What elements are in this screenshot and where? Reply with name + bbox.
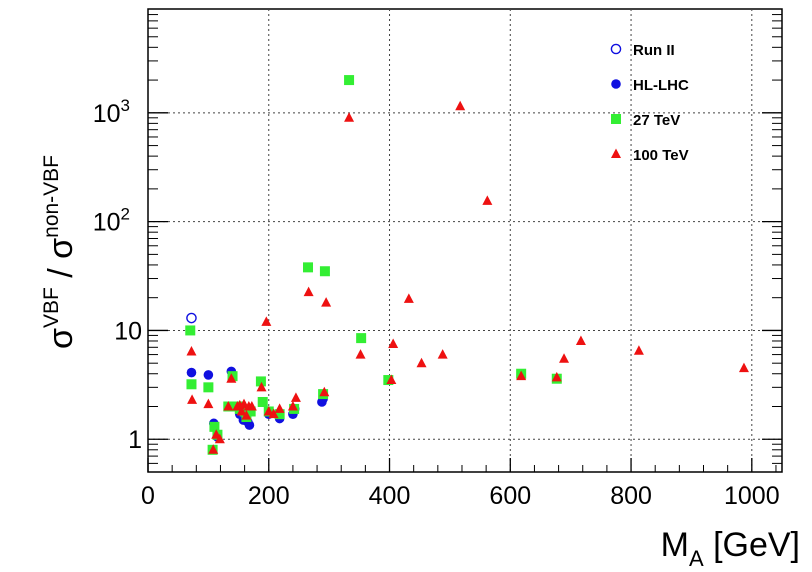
data-point <box>186 312 197 324</box>
x-tick-label: 0 <box>141 482 155 510</box>
data-point <box>303 262 314 273</box>
data-point <box>261 316 272 326</box>
data-point <box>257 396 268 407</box>
data-point <box>482 195 493 205</box>
y-tick-label: 10 <box>114 317 142 345</box>
data-point <box>738 362 749 373</box>
y-tick-label: 1 <box>128 426 142 454</box>
legend-marker <box>611 148 621 158</box>
series-27-tev <box>185 75 562 455</box>
data-point <box>551 371 562 382</box>
legend: Run II HL-LHC 27 TeV 100 TeV <box>610 42 689 164</box>
x-axis-title: MA [GeV] <box>661 526 800 571</box>
legend-marker <box>611 79 621 89</box>
data-point <box>388 338 399 349</box>
data-point <box>455 100 466 111</box>
data-point <box>386 374 397 385</box>
axis-ticks <box>147 8 782 473</box>
legend-label: 27 TeV <box>633 112 680 129</box>
data-point <box>241 410 252 420</box>
data-point <box>416 357 427 368</box>
data-point <box>203 398 214 409</box>
legend-label: Run II <box>633 42 675 59</box>
data-point <box>223 400 234 411</box>
data-point <box>437 349 448 359</box>
data-point <box>236 405 247 416</box>
legend-marker <box>610 43 622 55</box>
data-point <box>245 406 256 417</box>
data-point <box>209 421 220 432</box>
data-point <box>203 382 214 393</box>
data-point <box>290 392 301 402</box>
data-point <box>268 408 279 419</box>
y-tick-label: 103 <box>93 96 130 128</box>
data-point <box>355 349 366 359</box>
series-run-ii <box>186 312 197 324</box>
data-point <box>516 370 527 381</box>
data-point <box>356 333 367 344</box>
data-point <box>321 297 332 307</box>
data-points <box>185 75 749 455</box>
data-point <box>186 367 197 378</box>
grid <box>148 9 782 472</box>
data-point <box>226 373 237 383</box>
y-tick-label: 102 <box>93 205 130 237</box>
data-point <box>633 345 644 355</box>
data-point <box>303 286 314 297</box>
data-point <box>246 400 257 411</box>
data-point <box>244 420 255 430</box>
data-point <box>319 386 330 397</box>
tick-labels: 0 200 400 600 800 1000 1 10 102 103 <box>93 96 780 510</box>
data-point <box>575 335 586 345</box>
data-point <box>344 75 355 86</box>
data-point <box>239 406 250 417</box>
data-point <box>208 444 219 454</box>
data-point <box>186 346 197 356</box>
data-point <box>319 266 330 277</box>
legend-marker <box>611 114 621 124</box>
legend-label: HL-LHC <box>633 77 689 94</box>
x-tick-label: 600 <box>489 482 531 510</box>
data-point <box>274 409 285 420</box>
data-point <box>344 112 355 122</box>
data-point <box>274 403 285 413</box>
data-point <box>214 433 225 444</box>
data-point <box>203 370 214 380</box>
series-100-tev <box>186 100 749 454</box>
data-point <box>185 325 196 336</box>
data-point <box>187 394 198 404</box>
data-point <box>256 381 267 392</box>
plot-frame <box>147 8 783 473</box>
x-tick-label: 400 <box>369 482 411 510</box>
legend-label: 100 TeV <box>633 147 689 164</box>
x-tick-label: 800 <box>610 482 652 510</box>
data-point <box>263 405 274 416</box>
data-point <box>186 379 197 390</box>
x-tick-label: 1000 <box>724 482 780 510</box>
x-tick-label: 200 <box>248 482 290 510</box>
y-axis-title: σVBF / σnon-VBF <box>40 155 80 349</box>
data-point <box>403 293 414 303</box>
data-point <box>287 400 298 411</box>
data-point <box>383 375 394 386</box>
data-point <box>559 353 570 363</box>
data-point <box>255 376 266 387</box>
